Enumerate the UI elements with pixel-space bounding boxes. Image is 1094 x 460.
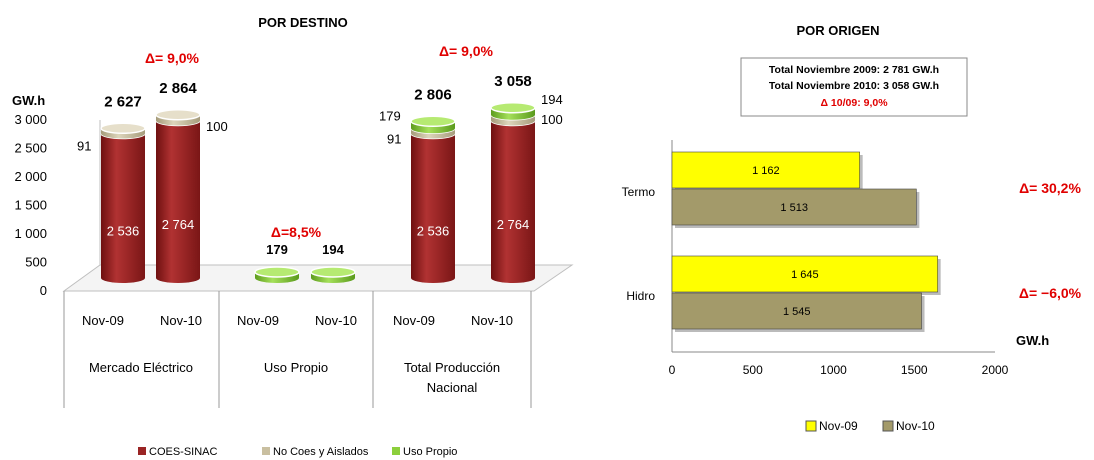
bar-Nov-09 bbox=[671, 255, 938, 293]
bar-coes bbox=[155, 114, 201, 283]
info-box-line2: Total Noviembre 2010: 3 058 GW.h bbox=[769, 80, 939, 92]
legend-uso-propio: Uso Propio bbox=[403, 446, 457, 458]
bar-uso-propio bbox=[490, 102, 536, 120]
right-x-axis-label: GW.h bbox=[1016, 333, 1049, 348]
y-tick-label: 2 500 bbox=[14, 141, 47, 156]
bar-Nov-10 bbox=[671, 292, 922, 330]
bar-Nov-10 bbox=[671, 188, 917, 226]
category-label: Nov-09 bbox=[82, 313, 124, 328]
x-tick-label: 2000 bbox=[982, 363, 1009, 377]
info-box bbox=[740, 57, 968, 117]
delta-termo: Δ= 30,2% bbox=[1019, 180, 1081, 196]
bar-nocoes bbox=[100, 122, 146, 139]
legend-coes: COES-SINAC bbox=[149, 446, 218, 458]
bar-label-nocoes: 91 bbox=[387, 131, 401, 146]
bar-uso-propio bbox=[310, 266, 356, 283]
bar-label-nocoes: 100 bbox=[541, 112, 563, 127]
bar-label-coes: 2 764 bbox=[497, 217, 530, 232]
delta-hidro: Δ= −6,0% bbox=[1019, 285, 1082, 301]
x-tick-label: 1000 bbox=[820, 363, 847, 377]
bar-label-coes: 2 536 bbox=[417, 224, 450, 239]
group-label-uso-propio: Uso Propio bbox=[264, 360, 328, 375]
group-label-mercado: Mercado Eléctrico bbox=[89, 360, 193, 375]
category-label: Nov-10 bbox=[160, 313, 202, 328]
right-legend: Nov-09 Nov-10 bbox=[805, 419, 935, 433]
bar-uso-propio bbox=[410, 115, 456, 134]
bar-label-uso-propio: 179 bbox=[379, 108, 401, 123]
delta-mercado: Δ= 9,0% bbox=[145, 50, 200, 66]
right-chart-title: POR ORIGEN bbox=[796, 23, 879, 38]
x-tick-label: 1500 bbox=[901, 363, 928, 377]
bar-nocoes bbox=[155, 109, 201, 126]
bar-label-nocoes: 91 bbox=[77, 138, 91, 153]
category-label: Nov-10 bbox=[471, 313, 513, 328]
bar-total-label: 179 bbox=[266, 242, 288, 257]
y-tick-label: 2 000 bbox=[14, 169, 47, 184]
legend-nocoes: No Coes y Aislados bbox=[273, 446, 369, 458]
y-tick-label: 500 bbox=[25, 255, 47, 270]
category-label: Nov-09 bbox=[393, 313, 435, 328]
y-tick-label: 1 500 bbox=[14, 198, 47, 213]
bar-total-label: 2 806 bbox=[414, 86, 452, 103]
bar-value-label: 1 645 bbox=[791, 269, 819, 281]
x-tick-label: 500 bbox=[743, 363, 763, 377]
bar-label-nocoes: 100 bbox=[206, 119, 228, 134]
bar-coes bbox=[410, 127, 456, 283]
delta-total: Δ= 9,0% bbox=[439, 43, 494, 59]
bar-Nov-09 bbox=[671, 151, 860, 189]
y-tick-label: 0 bbox=[40, 283, 47, 298]
x-tick-label: 0 bbox=[669, 363, 676, 377]
y-tick-label: 3 000 bbox=[14, 112, 47, 127]
bar-uso-propio bbox=[254, 266, 300, 283]
left-category-labels: Nov-09 Nov-10 Nov-09 Nov-10 Nov-09 Nov-10 bbox=[82, 313, 513, 328]
right-bars: Termo 1 162 1 513 Hidro 1 645 1 545 bbox=[622, 151, 941, 332]
bar-value-label: 1 162 bbox=[752, 165, 780, 177]
bar-total-label: 194 bbox=[322, 242, 344, 257]
left-bars: 2 536 2 627 91 2 764 2 864 100 179 194 2 536 2 80… bbox=[77, 73, 563, 284]
category-label: Nov-09 bbox=[237, 313, 279, 328]
bar-value-label: 1 545 bbox=[783, 306, 811, 318]
left-y-axis-label: GW.h bbox=[12, 93, 45, 108]
category-label-right: Hidro bbox=[626, 289, 655, 303]
left-legend: COES-SINAC No Coes y Aislados Uso Propio bbox=[138, 446, 457, 458]
legend-nov09: Nov-09 bbox=[819, 419, 858, 433]
legend-nov10: Nov-10 bbox=[896, 419, 935, 433]
info-box-line1: Total Noviembre 2009: 2 781 GW.h bbox=[769, 64, 939, 76]
category-label-right: Termo bbox=[622, 185, 656, 199]
delta-uso-propio: Δ=8,5% bbox=[271, 224, 322, 240]
left-category-grid bbox=[63, 291, 532, 408]
left-y-ticks: 3 000 2 500 2 000 1 500 1 000 500 0 bbox=[14, 112, 47, 298]
bar-total-label: 2 627 bbox=[104, 93, 142, 110]
bar-coes bbox=[490, 114, 536, 284]
bar-total-label: 2 864 bbox=[159, 80, 197, 97]
bar-label-coes: 2 536 bbox=[107, 224, 140, 239]
info-box-line3: Δ 10/09: 9,0% bbox=[820, 97, 888, 109]
bar-label-coes: 2 764 bbox=[162, 217, 195, 232]
bar-coes bbox=[100, 127, 146, 283]
bar-total-label: 3 058 bbox=[494, 73, 532, 90]
bar-label-uso-propio: 194 bbox=[541, 92, 563, 107]
y-tick-label: 1 000 bbox=[14, 226, 47, 241]
bar-value-label: 1 513 bbox=[780, 202, 808, 214]
category-label: Nov-10 bbox=[315, 313, 357, 328]
group-label-total: Total Producción Nacional bbox=[404, 360, 500, 395]
left-chart-title: POR DESTINO bbox=[258, 15, 348, 30]
right-x-ticks: 0 500 1000 1500 2000 bbox=[669, 363, 1009, 377]
